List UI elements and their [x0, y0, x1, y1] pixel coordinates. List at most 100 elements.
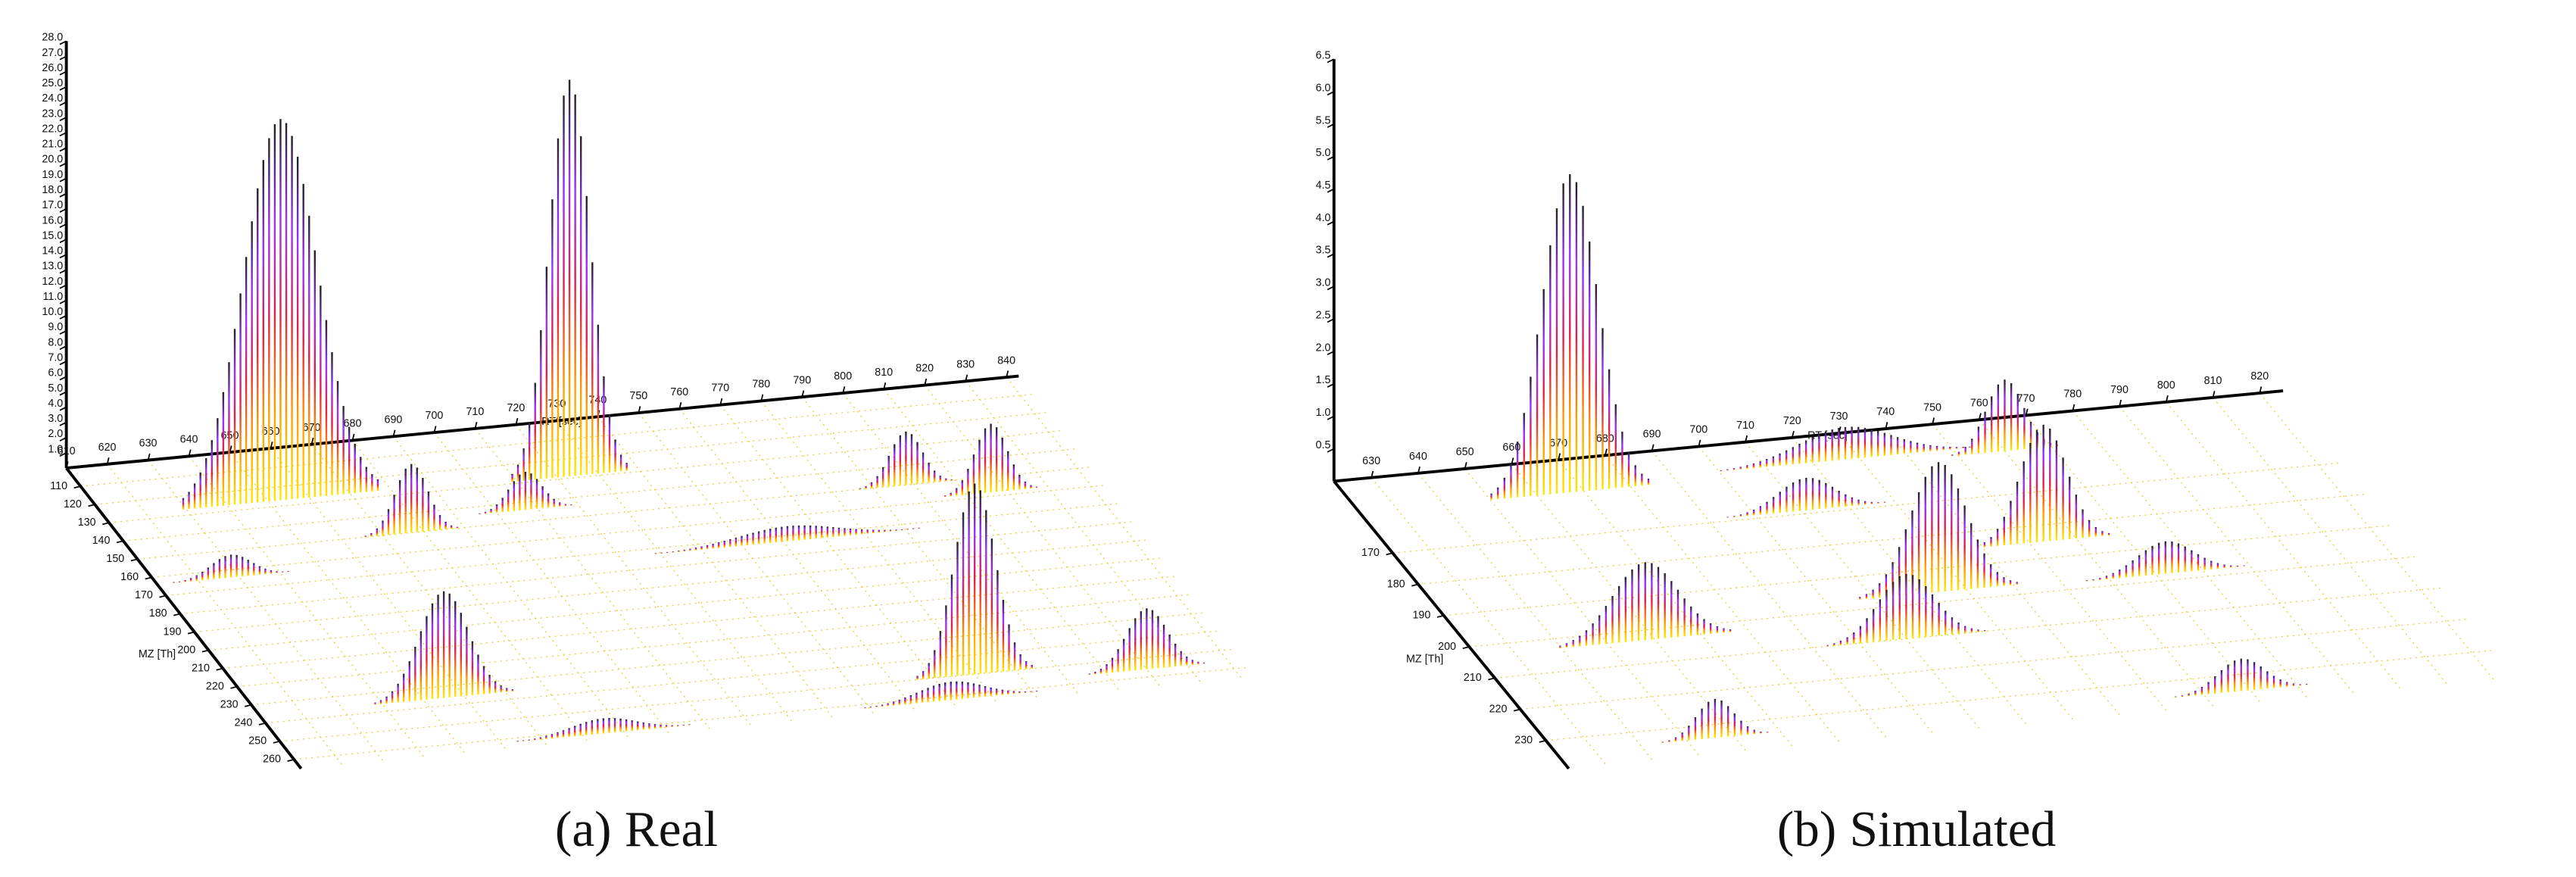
peak-stem [1720, 701, 1723, 738]
peak-stem [2266, 671, 2269, 689]
z-tick-label: 8.0 [48, 336, 63, 348]
peak [1859, 462, 2018, 600]
x-tick-label: 790 [2110, 384, 2128, 396]
peak-stem [1905, 573, 1907, 639]
peak-stem [484, 511, 487, 514]
peak-stem [1865, 594, 1868, 599]
peak-stem [1601, 328, 1604, 490]
peak-stem [597, 719, 599, 735]
peak-stem [1942, 446, 1944, 451]
x-tick [638, 406, 641, 414]
peak-stem [562, 730, 565, 738]
peak-stem [2049, 428, 2051, 541]
peak-stem [207, 567, 210, 580]
y-tick [230, 685, 238, 689]
x-tick [351, 433, 355, 441]
peak-stem [1030, 485, 1032, 489]
peak-stem [488, 675, 491, 694]
peak-stem [1971, 438, 1973, 454]
floor-grid-line [237, 594, 1190, 688]
y-tick-label: 220 [206, 680, 224, 692]
peak-stem [899, 435, 902, 486]
floor-grid-line [148, 460, 384, 761]
peak-stem [2253, 662, 2256, 690]
y-tick [1386, 552, 1393, 556]
peak-stem [1157, 616, 1159, 669]
y-tick [173, 613, 181, 616]
peak-stem [769, 529, 772, 544]
peak-stem [916, 442, 918, 484]
peak-stem [1917, 492, 1920, 595]
peak-stem [365, 467, 368, 492]
z-tick-label: 9.0 [48, 321, 63, 333]
peak-stem [1490, 493, 1492, 501]
peak [943, 423, 1038, 498]
peak-stem [276, 571, 278, 573]
peak-stem [2292, 683, 2295, 687]
peak-stem [235, 554, 238, 577]
x-tick [1978, 413, 1982, 420]
peak-stem [551, 199, 554, 479]
peak-stem [872, 529, 875, 533]
y-tick [116, 540, 123, 544]
floor-grid-line [166, 503, 1118, 597]
peak-stem [570, 504, 572, 506]
peak-stem [956, 541, 959, 676]
y-tick [130, 558, 138, 562]
peak-stem [2099, 578, 2101, 580]
peak [916, 483, 1033, 680]
peak [1826, 573, 1986, 647]
peak-stem [364, 535, 366, 538]
peak-stem [2016, 482, 2019, 545]
z-tick [59, 269, 67, 274]
z-tick [59, 86, 67, 91]
floor-grid-line [760, 401, 996, 702]
peak-stem [2062, 457, 2064, 540]
peak-stem [688, 724, 691, 726]
z-tick-label: 28.0 [42, 32, 63, 44]
peak-stem [1964, 447, 1966, 455]
peak-stem [1826, 644, 1829, 647]
peak-stem [1951, 474, 1953, 591]
floor-grid-line [1520, 618, 2470, 710]
z-tick-label: 5.0 [48, 382, 63, 395]
z-tick-label: 2.5 [1316, 309, 1331, 321]
peak-stem [239, 293, 242, 504]
x-tick-label: 660 [262, 426, 280, 438]
peak-stem [2082, 509, 2084, 538]
peak-stem [826, 526, 829, 538]
peak-stem [557, 732, 559, 738]
peak-stem [1617, 585, 1620, 643]
y-tick [1462, 646, 1470, 650]
z-tick [59, 406, 67, 411]
peak-stem [431, 603, 434, 700]
peak-stem [676, 725, 679, 727]
peak-stem [1831, 486, 1834, 508]
peak-stem [573, 726, 576, 737]
x-tick-label: 810 [2204, 375, 2222, 387]
peak-stem [273, 123, 276, 501]
x-tick [1371, 470, 1374, 478]
x-tick-label: 680 [1596, 432, 1614, 445]
peak-stem [2075, 495, 2078, 539]
peak-stem [1099, 669, 1102, 674]
z-tick-label: 4.0 [48, 398, 63, 410]
y-tick-label: 150 [106, 553, 124, 565]
peak-stem [1898, 547, 1901, 596]
z-tick [59, 162, 67, 167]
peak-stem [1996, 529, 1999, 546]
peak-stem [557, 138, 560, 478]
peak-stem [1903, 438, 1905, 454]
peak-stem [1111, 657, 1114, 673]
peak-stem [539, 737, 541, 740]
peak-stem [1733, 516, 1736, 517]
peak-stem [1726, 469, 1729, 471]
peak-stem [985, 510, 987, 673]
peak-stem [404, 468, 407, 534]
floor-grid-line [229, 451, 466, 754]
peak-stem [1739, 467, 1742, 470]
peak-stem [2094, 527, 2097, 537]
floor-grid-line [597, 416, 833, 718]
x-tick-label: 740 [1876, 406, 1895, 418]
peak [182, 119, 379, 510]
